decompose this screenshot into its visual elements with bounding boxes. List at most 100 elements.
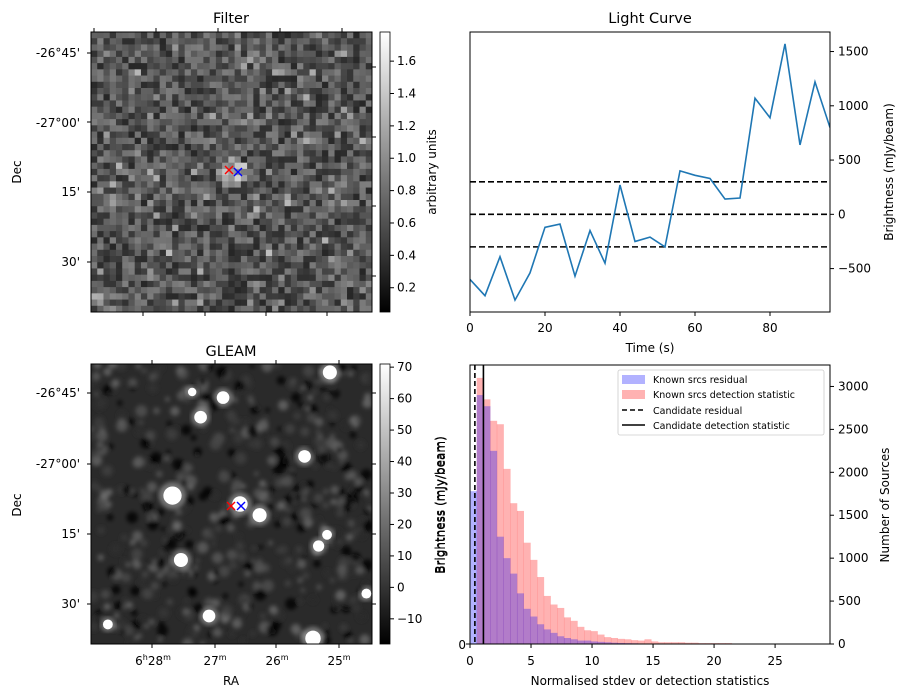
filter-pixel xyxy=(315,38,323,45)
filter-pixel xyxy=(340,112,348,120)
filter-pixel xyxy=(290,150,298,157)
filter-pixel xyxy=(359,119,367,126)
filter-pixel xyxy=(247,144,254,151)
filter-pixel xyxy=(290,212,298,220)
filter-pixel xyxy=(359,237,367,244)
filter-pixel xyxy=(172,237,179,244)
filter-pixel xyxy=(340,63,348,70)
filter-pixel xyxy=(109,94,117,101)
filter-pixel xyxy=(247,69,254,76)
filter-pixel xyxy=(159,106,167,114)
filter-pixel xyxy=(97,293,104,300)
filter-pixel xyxy=(234,299,242,307)
histogram-bar xyxy=(490,450,498,644)
filter-pixel xyxy=(209,249,217,257)
filter-pixel xyxy=(247,224,254,232)
filter-pixel xyxy=(359,181,367,188)
filter-pixel xyxy=(334,206,342,213)
filter-pixel xyxy=(140,162,148,170)
gleam-noise-blob xyxy=(317,516,322,522)
filter-pixel xyxy=(197,56,204,64)
filter-pixel xyxy=(234,181,242,188)
gleam-dark-blob xyxy=(254,588,267,601)
filter-pixel xyxy=(147,119,154,126)
filter-pixel xyxy=(340,119,348,126)
filter-pixel xyxy=(190,112,198,120)
filter-pixel xyxy=(309,137,317,145)
filter-pixel xyxy=(290,63,298,70)
filter-pixel xyxy=(103,224,111,232)
filter-pixel xyxy=(115,305,123,312)
filter-pixel xyxy=(147,200,154,207)
filter-pixel xyxy=(253,162,260,170)
gleam-noise-blob xyxy=(109,543,122,556)
filter-pixel xyxy=(115,268,123,276)
filter-pixel xyxy=(197,162,204,170)
filter-pixel xyxy=(240,44,248,52)
filter-pixel xyxy=(353,293,360,300)
filter-pixel xyxy=(315,299,323,307)
gleam-dark-blob xyxy=(122,485,131,495)
filter-pixel xyxy=(165,81,173,89)
filter-pixel xyxy=(122,249,129,257)
filter-pixel xyxy=(234,262,242,269)
light-curve-axes-frame xyxy=(469,31,831,313)
filter-pixel xyxy=(128,56,136,64)
filter-pixel xyxy=(209,144,217,151)
filter-pixel xyxy=(103,156,111,164)
filter-pixel xyxy=(259,212,267,220)
gleam-dark-blob xyxy=(258,545,264,550)
filter-pixel xyxy=(203,231,211,238)
filter-pixel xyxy=(134,212,142,220)
filter-pixel xyxy=(190,100,198,108)
filter-pixel xyxy=(122,305,129,312)
filter-pixel xyxy=(328,63,335,70)
filter-pixel xyxy=(359,299,367,307)
filter-pixel xyxy=(222,181,229,188)
gleam-dark-blob xyxy=(289,513,298,522)
filter-pixel xyxy=(228,243,236,251)
filter-pixel xyxy=(297,100,304,108)
gleam-noise-blob xyxy=(117,618,127,628)
filter-pixel xyxy=(240,231,248,238)
filter-pixel xyxy=(303,305,310,312)
filter-pixel xyxy=(134,119,142,126)
filter-pixel xyxy=(290,224,298,232)
filter-pixel xyxy=(172,224,179,232)
filter-panel: Filter Dec -26°45' -27°00' 15' 30' 0.20.… xyxy=(10,11,439,316)
filter-pixel xyxy=(97,156,104,164)
filter-pixel xyxy=(228,200,236,207)
filter-pixel xyxy=(340,299,348,307)
filter-pixel xyxy=(222,32,229,39)
filter-pixel xyxy=(284,193,292,201)
filter-pixel xyxy=(215,88,223,95)
filter-pixel xyxy=(91,32,98,39)
filter-pixel xyxy=(109,168,117,176)
filter-pixel xyxy=(209,206,217,213)
filter-pixel xyxy=(134,218,142,226)
filter-pixel xyxy=(315,237,323,244)
gleam-dark-blob xyxy=(294,494,301,501)
filter-pixel xyxy=(284,44,292,52)
filter-pixel xyxy=(353,131,360,139)
filter-pixel xyxy=(228,81,236,89)
filter-pixel xyxy=(359,224,367,232)
filter-pixel xyxy=(159,125,167,132)
filter-pixel xyxy=(103,206,111,213)
gleam-noise-blob xyxy=(139,539,148,547)
filter-pixel xyxy=(203,156,211,164)
filter-pixel xyxy=(153,187,161,195)
filter-pixel xyxy=(222,256,229,263)
filter-pixel xyxy=(290,69,298,76)
filter-pixel xyxy=(284,119,292,126)
filter-pixel xyxy=(134,162,142,170)
filter-pixel xyxy=(140,63,148,70)
filter-pixel xyxy=(197,187,204,195)
filter-pixel xyxy=(278,81,285,89)
filter-pixel xyxy=(159,88,167,95)
filter-pixel xyxy=(315,206,323,213)
filter-pixel xyxy=(272,144,279,151)
filter-pixel xyxy=(115,212,123,220)
filter-pixel xyxy=(284,144,292,151)
